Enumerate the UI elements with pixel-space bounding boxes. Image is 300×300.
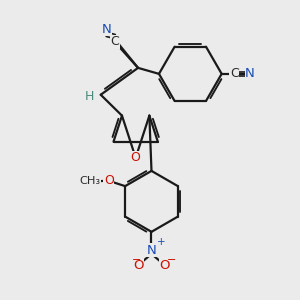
Text: C: C: [230, 68, 239, 80]
Text: O: O: [104, 174, 114, 187]
Text: N: N: [102, 22, 112, 36]
Text: N: N: [245, 68, 255, 80]
Text: O: O: [133, 260, 143, 272]
Text: −: −: [131, 255, 141, 265]
Text: O: O: [131, 151, 141, 164]
Text: −: −: [167, 255, 177, 265]
Text: H: H: [85, 90, 94, 103]
Text: C: C: [110, 35, 119, 48]
Text: +: +: [157, 237, 166, 247]
Text: N: N: [147, 244, 156, 257]
Text: CH₃: CH₃: [80, 176, 101, 186]
Text: O: O: [160, 260, 170, 272]
